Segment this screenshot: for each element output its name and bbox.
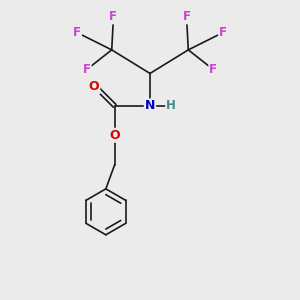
- Text: F: F: [219, 26, 227, 39]
- Text: F: F: [183, 11, 191, 23]
- Text: F: F: [83, 63, 91, 76]
- Text: N: N: [145, 99, 155, 112]
- Text: F: F: [209, 63, 217, 76]
- Text: H: H: [166, 99, 176, 112]
- Text: O: O: [89, 80, 99, 93]
- Text: O: O: [110, 129, 120, 142]
- Text: F: F: [109, 11, 117, 23]
- Text: F: F: [73, 26, 81, 39]
